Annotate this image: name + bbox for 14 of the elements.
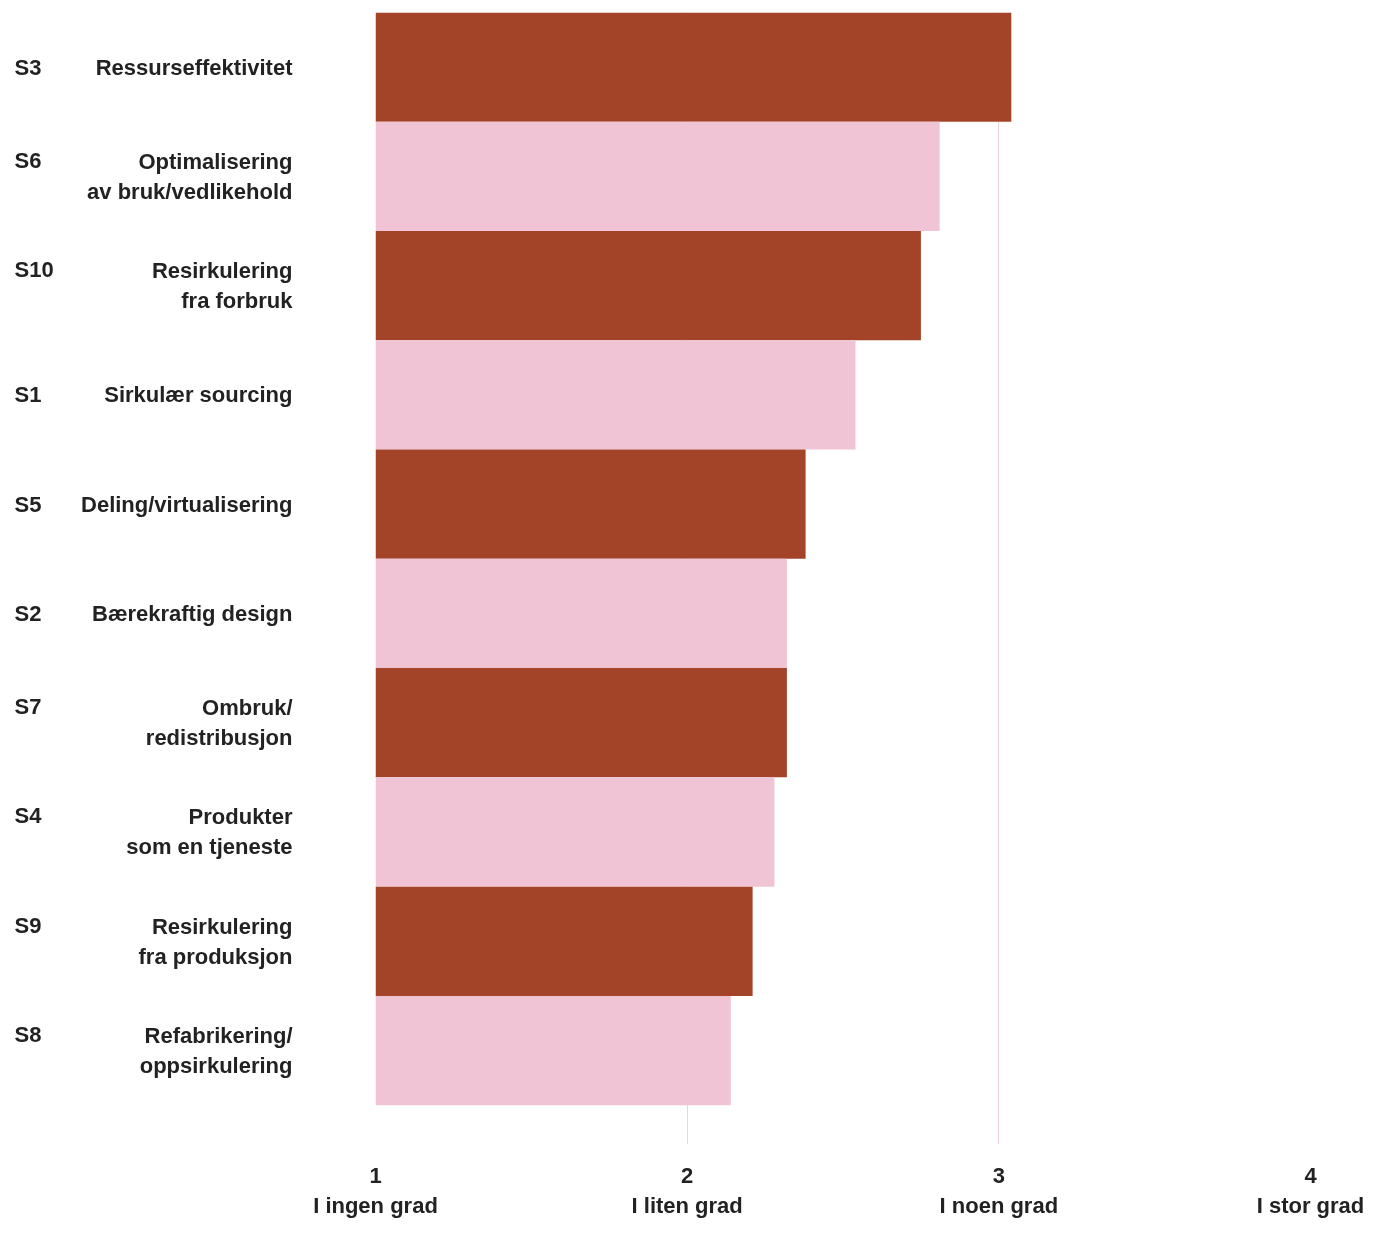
category-label: S6 Optimalisering av bruk/vedlikehold [14, 147, 293, 204]
category-label: S1 Sirkulær sourcing [14, 382, 293, 408]
x-tick-label: 2 I liten grad [631, 1162, 743, 1218]
category-label: S8 Refabrikering/ oppsirkulering [14, 1022, 293, 1079]
x-tick-label: 4 I stor grad [1256, 1162, 1365, 1218]
category-label: S4 Produkter som en tjeneste [14, 803, 293, 860]
x-tick-label: 1 I ingen grad [313, 1162, 438, 1218]
category-label: S9 Resirkulering fra produksjon [14, 912, 293, 969]
category-label: S5 Deling/virtualisering [14, 491, 293, 517]
category-label: S2 Bærekraftig design [14, 600, 293, 626]
x-tick-label: 3 I noen grad [939, 1162, 1059, 1218]
category-label: S7 Ombruk/ redistribusjon [14, 694, 293, 751]
category-label: S10 Resirkulering fra forbruk [14, 257, 293, 314]
category-label: S3 Ressurseffektivitet [14, 54, 293, 80]
